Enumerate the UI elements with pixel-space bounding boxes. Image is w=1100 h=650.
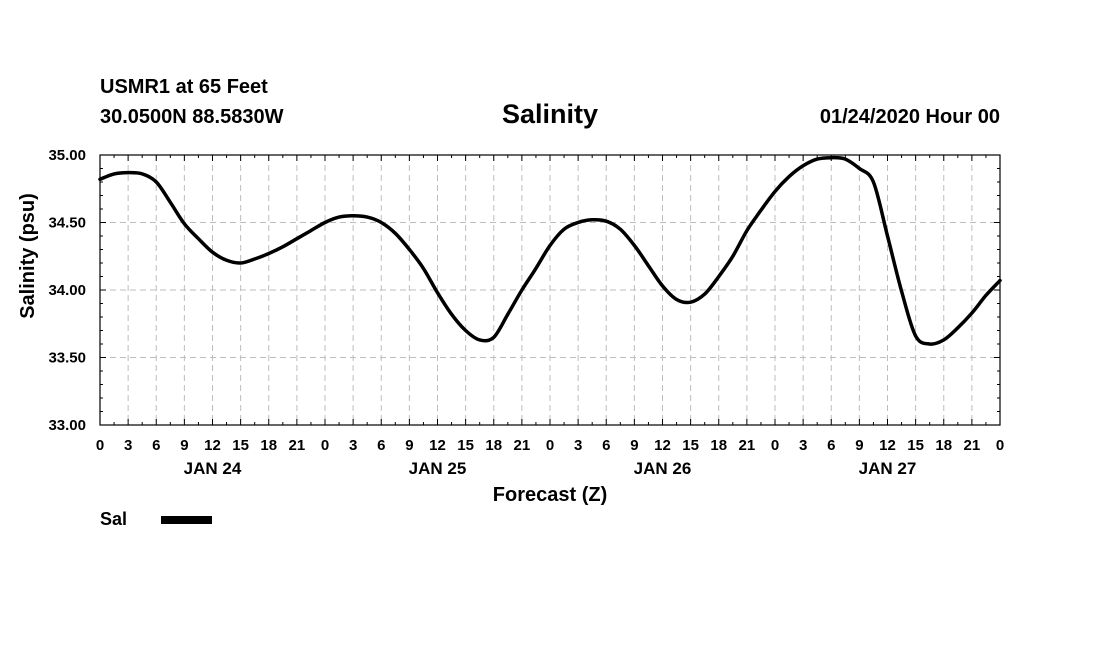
x-tick-label: 3 xyxy=(799,437,807,454)
x-tick-label: 6 xyxy=(827,437,835,454)
chart-title: Salinity xyxy=(501,99,599,129)
x-tick-label: 18 xyxy=(710,437,727,454)
x-tick-label: 21 xyxy=(739,437,756,454)
x-tick-label: 6 xyxy=(602,437,610,454)
x-tick-label: 15 xyxy=(682,437,699,454)
forecast-datestamp: 01/24/2020 Hour 00 xyxy=(819,106,1000,128)
x-tick-label: 6 xyxy=(377,437,385,454)
x-tick-label: 21 xyxy=(514,437,531,454)
station-name: USMR1 at 65 Feet xyxy=(100,76,268,98)
x-axis-label: Forecast (Z) xyxy=(493,484,607,506)
series-layer xyxy=(98,155,1002,346)
x-tick-label: 12 xyxy=(429,437,446,454)
plot-frame xyxy=(99,154,1001,426)
legend-label: Sal xyxy=(100,509,128,529)
station-coordinates: 30.0500N 88.5830W xyxy=(100,106,284,128)
x-tick-label: 21 xyxy=(964,437,981,454)
y-tick-label: 33.00 xyxy=(48,417,86,434)
grid-layer xyxy=(100,155,1000,425)
x-tick-label: 9 xyxy=(180,437,188,454)
x-tick-label: 0 xyxy=(771,437,779,454)
x-tick-label: 3 xyxy=(349,437,357,454)
x-tick-label: 15 xyxy=(457,437,474,454)
x-day-label: JAN 26 xyxy=(634,459,692,478)
x-tick-label: 6 xyxy=(152,437,160,454)
x-tick-label: 3 xyxy=(124,437,132,454)
x-tick-label: 0 xyxy=(996,437,1004,454)
x-tick-label: 9 xyxy=(630,437,638,454)
y-tick-label: 34.50 xyxy=(48,215,86,232)
x-tick-label: 12 xyxy=(879,437,896,454)
x-tick-label: 12 xyxy=(204,437,221,454)
y-tick-label: 33.50 xyxy=(48,350,86,367)
x-day-label: JAN 25 xyxy=(409,459,467,478)
x-tick-label: 15 xyxy=(907,437,924,454)
x-day-label: JAN 24 xyxy=(184,459,242,478)
x-tick-label: 18 xyxy=(935,437,952,454)
x-tick-label: 18 xyxy=(260,437,277,454)
x-tick-label: 15 xyxy=(232,437,249,454)
x-tick-label: 9 xyxy=(855,437,863,454)
axis-layer: 0 3 6 9 12 15 18 21 0 3 6 9 12 15 18 21 0 3 6 9 12 15 18 21 0 3 6 9… xyxy=(48,147,1004,478)
x-tick-label: 18 xyxy=(485,437,502,454)
y-axis-label: Salinity (psu) xyxy=(17,193,39,319)
x-tick-label: 9 xyxy=(405,437,413,454)
y-tick-label: 35.00 xyxy=(48,147,86,164)
x-day-label: JAN 27 xyxy=(859,459,917,478)
y-tick-label: 34.00 xyxy=(48,282,86,299)
x-tick-label: 0 xyxy=(546,437,554,454)
x-tick-label: 12 xyxy=(654,437,671,454)
x-tick-label: 21 xyxy=(289,437,306,454)
x-tick-label: 0 xyxy=(321,437,329,454)
x-tick-label: 0 xyxy=(96,437,104,454)
legend-swatch xyxy=(161,516,212,524)
series-line-sal xyxy=(98,155,1002,346)
x-tick-label: 3 xyxy=(574,437,582,454)
